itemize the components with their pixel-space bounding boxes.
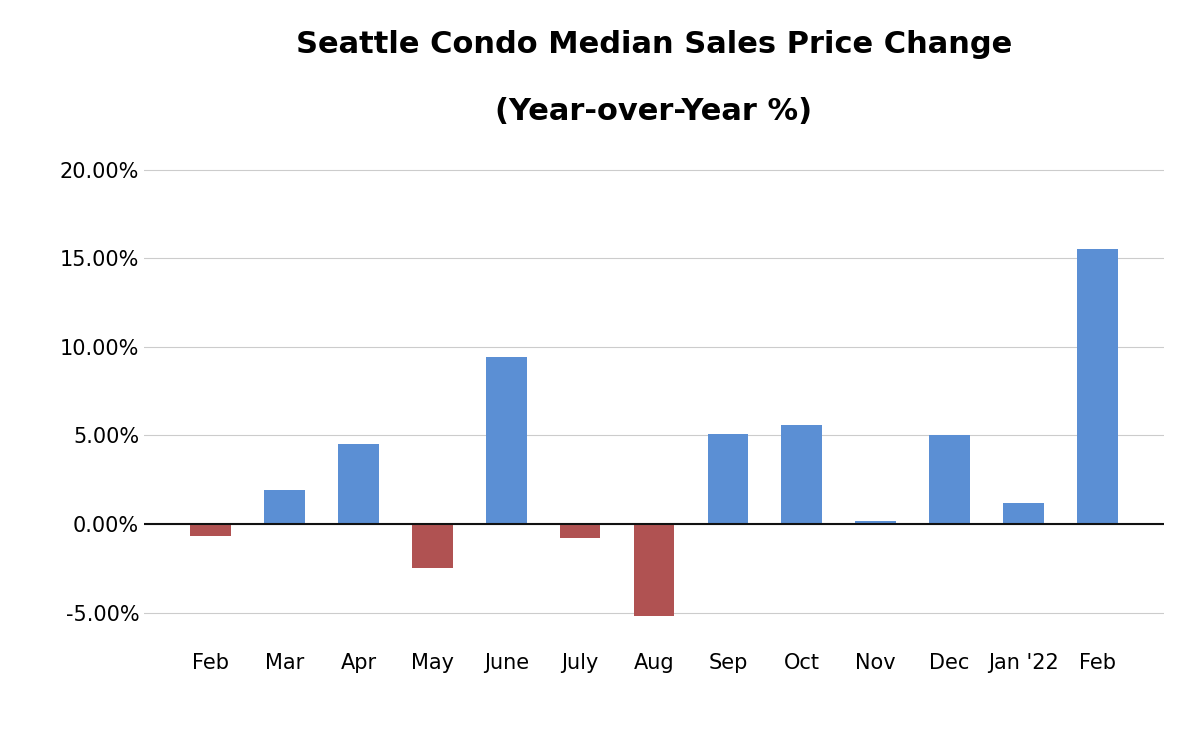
Bar	[1076, 250, 1117, 524]
Bar	[781, 425, 822, 524]
Bar	[412, 524, 452, 568]
Bar	[559, 524, 600, 538]
Bar	[338, 444, 379, 524]
Bar	[929, 435, 970, 524]
Bar	[264, 490, 305, 524]
Bar	[708, 434, 749, 524]
Bar	[1003, 503, 1044, 524]
Bar	[191, 524, 232, 536]
Bar	[856, 521, 896, 524]
Bar	[486, 358, 527, 524]
Title: Seattle Condo Median Sales Price Change

(Year-over-Year %): Seattle Condo Median Sales Price Change …	[296, 30, 1012, 126]
Bar	[634, 524, 674, 616]
